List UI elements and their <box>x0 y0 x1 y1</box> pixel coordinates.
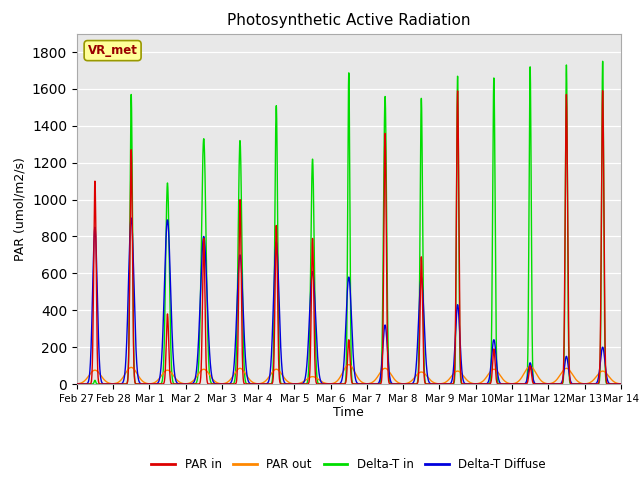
X-axis label: Time: Time <box>333 407 364 420</box>
Text: VR_met: VR_met <box>88 44 138 57</box>
Legend: PAR in, PAR out, Delta-T in, Delta-T Diffuse: PAR in, PAR out, Delta-T in, Delta-T Dif… <box>147 453 551 475</box>
Title: Photosynthetic Active Radiation: Photosynthetic Active Radiation <box>227 13 470 28</box>
Y-axis label: PAR (umol/m2/s): PAR (umol/m2/s) <box>13 157 26 261</box>
